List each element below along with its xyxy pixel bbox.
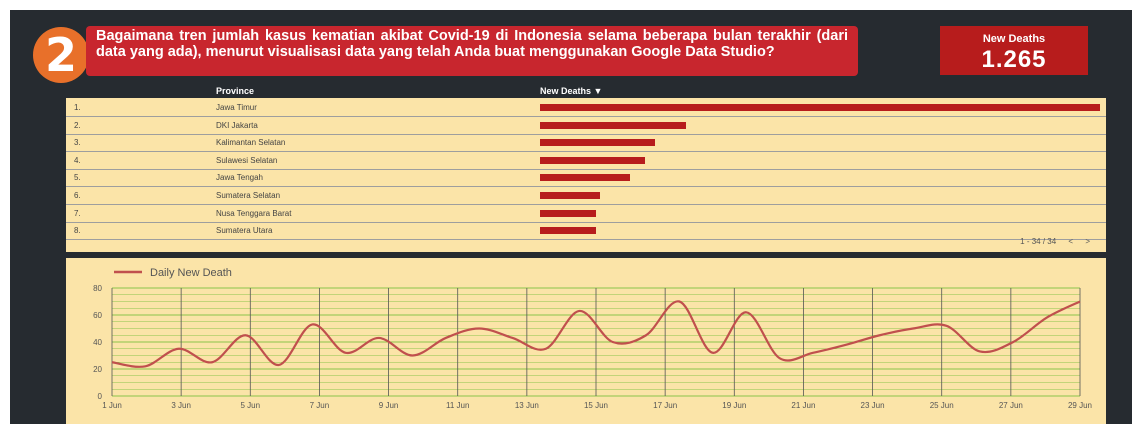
y-tick-label: 80 [93,284,102,293]
row-index: 5. [74,173,81,183]
x-tick-label: 27 Jun [999,401,1023,410]
table-row[interactable]: 7. Nusa Tenggara Barat [66,204,1106,223]
new-deaths-bar [540,156,646,164]
row-index: 8. [74,226,81,236]
pagination: 1 - 34 / 34 < > [1010,237,1090,246]
new-deaths-scorecard: New Deaths 1.265 [940,26,1088,75]
y-tick-label: 40 [93,338,102,347]
step-number-badge: 2 [33,27,89,83]
x-tick-label: 23 Jun [861,401,885,410]
x-tick-label: 25 Jun [930,401,954,410]
y-tick-label: 60 [93,311,102,320]
pagination-range: 1 - 34 / 34 [1020,237,1057,246]
new-deaths-bar [540,209,596,217]
row-province: Nusa Tenggara Barat [216,208,292,218]
new-deaths-bar [540,192,600,199]
row-province: Sumatera Selatan [216,191,281,200]
row-index: 2. [74,120,81,130]
row-province: Jawa Timur [216,103,257,112]
question-text: Bagaimana tren jumlah kasus kematian aki… [86,26,858,76]
chevron-right-icon[interactable]: > [1085,237,1090,246]
x-tick-label: 21 Jun [791,401,815,410]
x-tick-label: 9 Jun [379,401,399,410]
table-header: Province New Deaths ▼ [66,84,1106,98]
row-province: Sulawesi Selatan [216,155,278,165]
row-index: 3. [74,138,81,148]
row-index: 1. [74,103,81,112]
table-row[interactable]: 1. Jawa Timur [66,98,1106,117]
new-deaths-bar [540,121,686,129]
new-deaths-bar [540,174,630,182]
table-row[interactable]: 4. Sulawesi Selatan [66,151,1106,170]
x-tick-label: 3 Jun [171,401,191,410]
column-header-province[interactable]: Province [216,86,255,96]
row-province: Kalimantan Selatan [216,138,286,148]
table-row[interactable]: 6. Sumatera Selatan [66,186,1106,205]
x-tick-label: 11 Jun [446,401,469,410]
x-tick-label: 13 Jun [515,401,539,410]
row-province: Sumatera Utara [216,226,273,236]
chevron-left-icon[interactable]: < [1068,237,1074,246]
daily-new-death-chart: 1 Jun 3 Jun 5 Jun 7 Jun 9 Jun 11 Jun 13 Jun 15 … [66,258,1106,424]
x-tick-label: 15 Jun [584,401,608,410]
row-index: 7. [74,208,81,218]
row-index: 6. [74,191,81,200]
row-province: DKI Jakarta [216,120,258,130]
province-table: Province New Deaths ▼ 1. Jawa Timur 2. DKI … [66,84,1106,252]
x-tick-label: 29 Jun [1068,401,1092,410]
kpi-label: New Deaths [982,33,1046,45]
new-deaths-bar [540,104,1100,111]
x-tick-label: 7 Jun [310,401,330,410]
row-province: Jawa Tengah [216,173,263,183]
kpi-value: 1.265 [981,46,1047,73]
x-tick-label: 1 Jun [102,401,122,410]
column-header-new-deaths[interactable]: New Deaths ▼ [540,86,603,96]
table-row[interactable]: 5. Jawa Tengah [66,168,1106,188]
series-line-daily-new-death [111,300,1081,368]
x-tick-label: 19 Jun [722,401,746,410]
table-row[interactable]: 3. Kalimantan Selatan [66,133,1106,153]
new-deaths-bar [540,139,655,147]
line-chart-svg: 1 Jun 3 Jun 5 Jun 7 Jun 9 Jun 11 Jun 13 Jun 15 … [93,267,1092,410]
table-row[interactable]: 8. Sumatera Utara [66,221,1106,241]
new-deaths-bar [540,227,596,235]
x-tick-label: 5 Jun [240,401,260,410]
y-tick-label: 0 [98,392,103,401]
y-tick-label: 20 [93,365,102,374]
legend-label: Daily New Death [150,267,232,279]
x-tick-label: 17 Jun [653,401,677,410]
row-index: 4. [74,155,81,165]
table-row[interactable]: 2. DKI Jakarta [66,116,1106,135]
